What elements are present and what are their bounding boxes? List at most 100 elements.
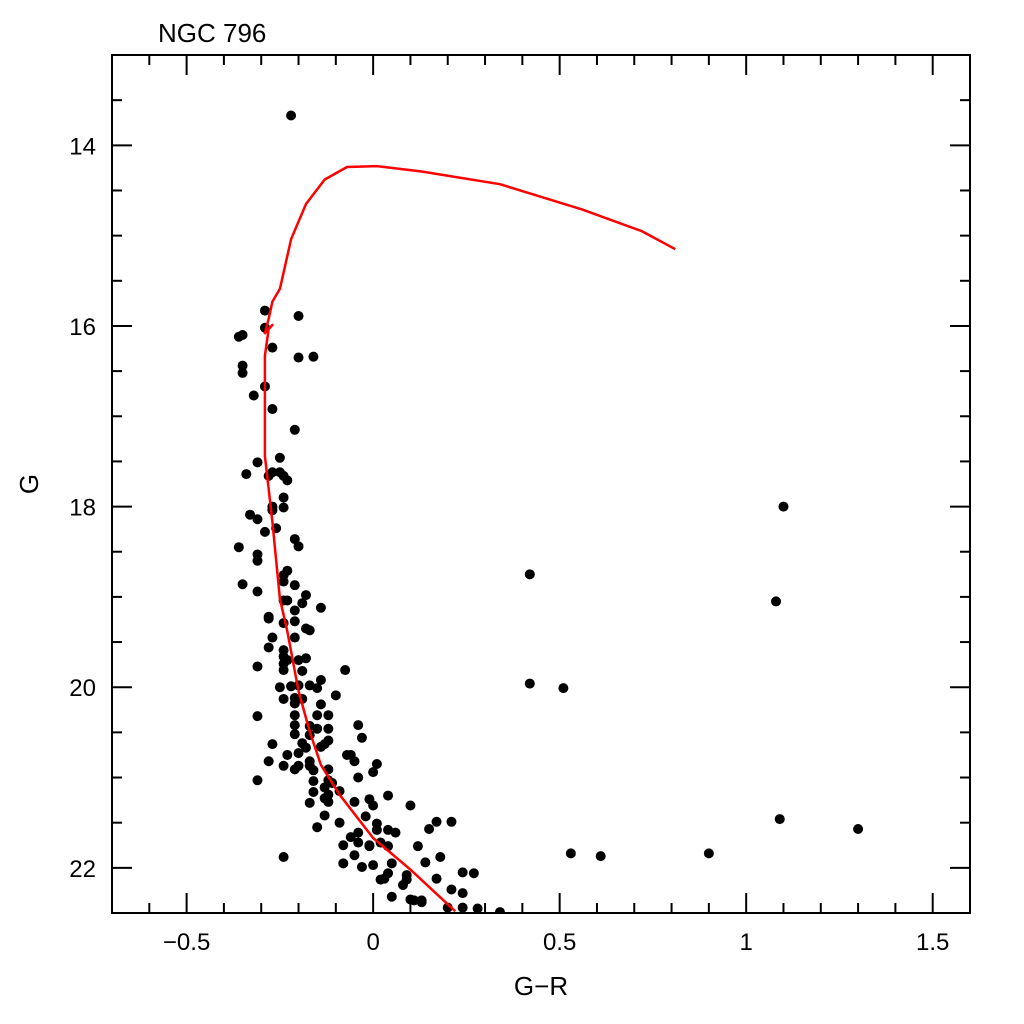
star-point — [289, 616, 300, 627]
star-point — [278, 693, 289, 704]
star-point — [252, 457, 263, 468]
star-point — [345, 832, 356, 843]
star-point — [233, 542, 244, 553]
star-point — [323, 723, 334, 734]
star-point — [241, 469, 252, 480]
star-point — [338, 858, 349, 869]
star-point — [360, 811, 371, 822]
star-point — [774, 814, 785, 825]
star-point — [409, 895, 420, 906]
star-point — [267, 404, 278, 415]
star-point — [252, 555, 263, 566]
star-point — [323, 796, 334, 807]
y-tick-label: 20 — [69, 675, 96, 702]
star-point — [364, 841, 375, 852]
star-point — [289, 632, 300, 643]
star-point — [289, 698, 300, 709]
star-point — [371, 824, 382, 835]
star-point — [289, 424, 300, 435]
star-point — [412, 841, 423, 852]
x-tick-label: −0.5 — [163, 929, 210, 956]
star-point — [278, 576, 289, 587]
star-point — [524, 678, 535, 689]
star-point — [252, 514, 263, 525]
y-tick-label: 22 — [69, 856, 96, 883]
star-point — [304, 797, 315, 808]
star-point — [315, 741, 326, 752]
star-point — [286, 110, 297, 121]
star-point — [420, 857, 431, 868]
star-point — [263, 756, 274, 767]
star-point — [312, 710, 323, 721]
star-point — [319, 810, 330, 821]
star-point — [349, 796, 360, 807]
star-point — [340, 665, 351, 676]
star-point — [248, 390, 259, 401]
star-point — [308, 351, 319, 362]
star-point — [312, 822, 323, 833]
star-point — [390, 827, 401, 838]
star-point — [457, 888, 468, 899]
star-point — [278, 760, 289, 771]
star-point — [315, 602, 326, 613]
star-point — [237, 579, 248, 590]
star-point — [368, 767, 379, 778]
tick-labels: −0.5 0 0.5 1 1.5 14 16 18 20 22 — [69, 133, 949, 956]
star-point — [289, 605, 300, 616]
star-point — [293, 311, 304, 322]
star-point — [778, 501, 789, 512]
star-point — [278, 492, 289, 503]
star-point — [237, 367, 248, 378]
star-point — [315, 674, 326, 685]
star-point — [289, 729, 300, 740]
star-point — [386, 858, 397, 869]
star-point — [431, 873, 442, 884]
x-tick-label: 1.5 — [916, 929, 949, 956]
star-point — [282, 655, 293, 666]
isochrone-line — [263, 164, 676, 913]
star-point — [353, 720, 364, 731]
star-point — [278, 502, 289, 513]
y-tick-label: 14 — [69, 133, 96, 160]
star-point — [308, 776, 319, 787]
star-point — [274, 682, 285, 693]
star-point — [259, 305, 270, 316]
star-point — [431, 816, 442, 827]
x-tick-label: 1 — [739, 929, 752, 956]
star-point — [379, 873, 390, 884]
star-point — [558, 683, 569, 694]
axis-ticks — [112, 54, 971, 914]
star-point — [457, 902, 468, 913]
star-point — [300, 590, 311, 601]
star-point — [282, 475, 293, 486]
star-point — [252, 775, 263, 786]
star-point — [524, 569, 535, 580]
star-point — [263, 642, 274, 653]
star-point — [457, 867, 468, 878]
x-axis-label: G−R — [514, 971, 568, 1001]
star-point — [282, 749, 293, 760]
star-point — [338, 840, 349, 851]
star-point — [245, 509, 256, 520]
star-point — [565, 848, 576, 859]
plot-frame — [111, 54, 971, 914]
star-point — [353, 827, 364, 838]
star-point — [293, 760, 304, 771]
star-point — [252, 586, 263, 597]
star-point — [356, 732, 367, 743]
star-point — [297, 598, 308, 609]
star-point — [371, 758, 382, 769]
star-point — [446, 884, 457, 895]
star-point — [397, 880, 408, 891]
star-point — [267, 632, 278, 643]
star-point — [435, 852, 446, 863]
star-point — [595, 851, 606, 862]
star-point — [405, 800, 416, 811]
star-point — [368, 860, 379, 871]
star-point — [289, 710, 300, 721]
star-point — [252, 661, 263, 672]
star-point — [424, 824, 435, 835]
star-point — [300, 742, 311, 753]
star-point — [297, 665, 308, 676]
star-point — [286, 681, 297, 692]
